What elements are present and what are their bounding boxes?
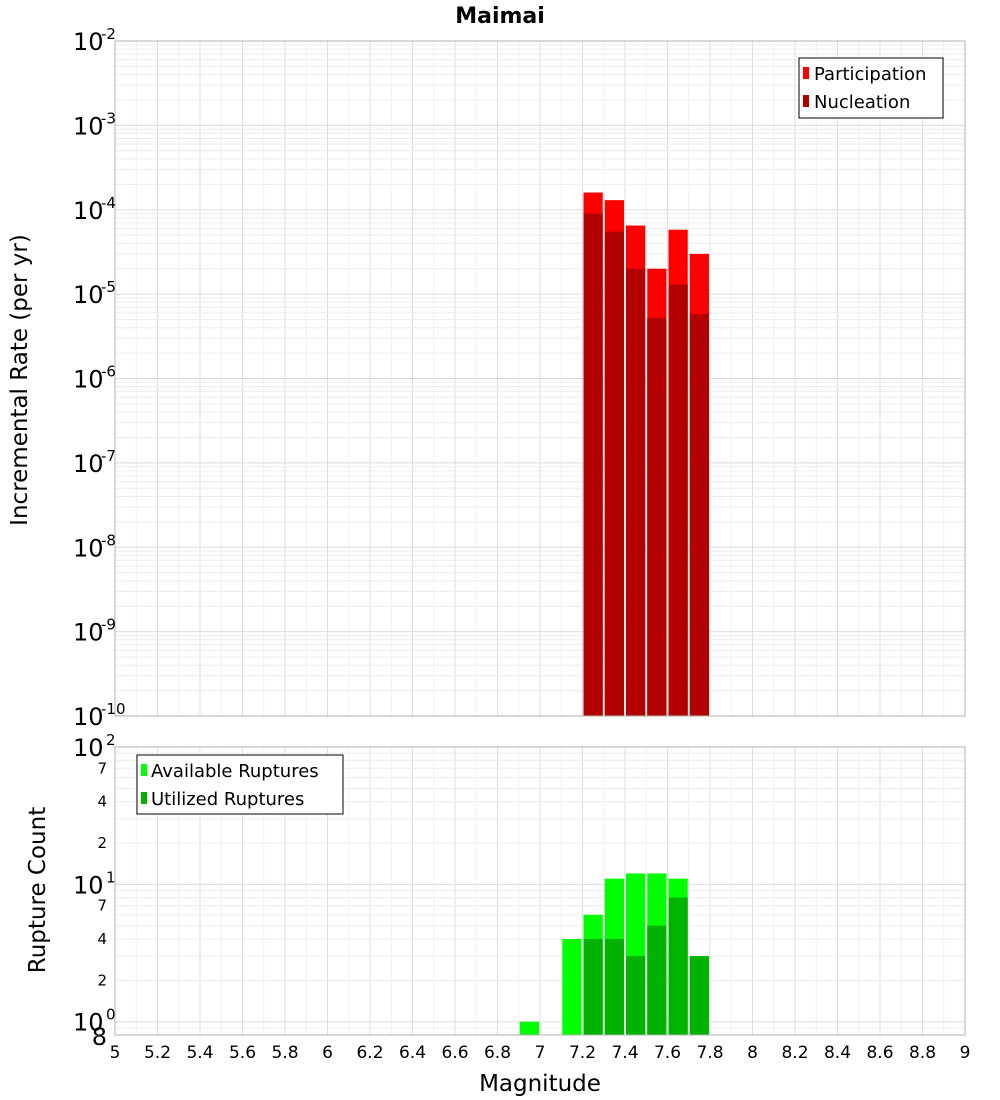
rate-y-tick-exponent: -3 [101, 109, 116, 127]
count-y-minor-tick-label: 4 [97, 930, 107, 948]
x-tick-label: 6 [322, 1043, 333, 1063]
utilized-ruptures-bar [626, 956, 646, 1035]
nucleation-legend-label: Nucleation [814, 92, 910, 113]
count-gridlines [114, 747, 966, 1036]
participation-legend-swatch [803, 67, 809, 79]
x-tick-label: 6.6 [441, 1043, 468, 1063]
rate-y-tick-base: 10 [73, 112, 104, 140]
utilized-ruptures-legend-swatch [141, 792, 147, 804]
x-tick-label: 6.4 [399, 1043, 426, 1063]
count-y-tick-base: 10 [73, 1009, 104, 1037]
count-y-tick-exponent: 1 [106, 868, 116, 886]
utilized-ruptures-bar [668, 897, 688, 1035]
x-tick-label: 7.2 [569, 1043, 596, 1063]
count-legend: Available Ruptures Utilized Ruptures [136, 754, 344, 815]
x-tick-label: 9 [960, 1043, 971, 1063]
utilized-ruptures-legend-label: Utilized Ruptures [151, 789, 304, 810]
nucleation-bar [689, 314, 709, 716]
x-tick-label: 7.8 [696, 1043, 723, 1063]
rate-y-tick-exponent: -4 [101, 194, 116, 212]
rate-bars [583, 192, 709, 717]
x-tick-label: 6.8 [484, 1043, 511, 1063]
x-tick-label: 5.8 [271, 1043, 298, 1063]
rate-y-tick-base: 10 [73, 366, 104, 394]
x-tick-label: 5 [110, 1043, 121, 1063]
x-tick-labels: 5 5.2 5.4 5.6 5.8 6 6.2 6.4 6.6 6.8 7 7.2 7.4 7.6 7.8 8… [110, 1043, 971, 1063]
utilized-ruptures-bar [583, 939, 603, 1035]
nucleation-bar [583, 213, 603, 717]
nucleation-bar [668, 284, 688, 716]
count-y-minor-tick-label: 8 [92, 1023, 107, 1051]
rate-y-tick-base: 10 [73, 450, 104, 478]
rate-y-tick-exponent: -9 [101, 616, 116, 634]
rate-plot-frame [114, 40, 966, 717]
rate-legend: Participation Nucleation [798, 57, 944, 119]
count-y-axis-label: Rupture Count [25, 807, 51, 973]
count-y-tick-base: 10 [73, 734, 104, 762]
count-y-tick-exponent: 0 [106, 1006, 116, 1024]
count-plot-frame [114, 746, 966, 1036]
x-tick-label: 8.8 [909, 1043, 936, 1063]
utilized-ruptures-bar [689, 956, 709, 1035]
rate-y-tick-base: 10 [73, 534, 104, 562]
count-legend-box [136, 754, 344, 815]
x-tick-label: 6.2 [356, 1043, 383, 1063]
count-y-minor-tick-label: 2 [97, 971, 107, 989]
rate-y-tick-exponent: -8 [101, 531, 116, 549]
nucleation-bar [626, 268, 646, 716]
rate-y-tick-exponent: -10 [101, 700, 126, 718]
utilized-ruptures-bar [604, 939, 624, 1035]
rate-y-tick-exponent: -5 [101, 278, 116, 296]
rate-y-axis-label: Incremental Rate (per yr) [7, 234, 33, 526]
count-y-tick-base: 10 [73, 871, 104, 899]
rate-legend-box [798, 57, 944, 119]
x-tick-label: 7.4 [611, 1043, 638, 1063]
count-y-minor-tick-label: 4 [97, 793, 107, 811]
count-bars [519, 873, 709, 1035]
x-tick-label: 7.6 [654, 1043, 681, 1063]
count-y-tick-exponent: 2 [106, 731, 116, 749]
nucleation-bar [647, 318, 667, 716]
available-ruptures-bar [562, 939, 582, 1035]
count-y-minor-tick-label: 2 [97, 834, 107, 852]
x-tick-label: 5.4 [186, 1043, 213, 1063]
count-y-minor-tick-label: 7 [97, 897, 107, 915]
x-tick-label: 8.4 [824, 1043, 851, 1063]
rate-y-tick-base: 10 [73, 281, 104, 309]
x-tick-label: 8.2 [781, 1043, 808, 1063]
utilized-ruptures-bar [647, 925, 667, 1035]
x-tick-label: 7 [535, 1043, 546, 1063]
rate-y-tick-exponent: -7 [101, 447, 116, 465]
count-y-minor-tick-label: 7 [97, 759, 107, 777]
rate-y-tick-base: 10 [73, 197, 104, 225]
rate-y-tick-base: 10 [73, 703, 104, 731]
rate-y-tick-base: 10 [73, 28, 104, 56]
x-tick-label: 5.6 [229, 1043, 256, 1063]
nucleation-legend-swatch [803, 95, 809, 107]
rate-y-tick-base: 10 [73, 619, 104, 647]
rate-gridlines [114, 41, 966, 717]
available-ruptures-legend-label: Available Ruptures [151, 761, 319, 782]
available-ruptures-legend-swatch [141, 764, 147, 776]
x-tick-label: 8.6 [866, 1043, 893, 1063]
participation-legend-label: Participation [814, 64, 926, 85]
available-ruptures-bar [519, 1021, 539, 1035]
x-tick-label: 8 [747, 1043, 758, 1063]
rate-y-tick-exponent: -2 [101, 25, 116, 43]
rate-y-tick-exponent: -6 [101, 363, 116, 381]
nucleation-bar [604, 231, 624, 716]
x-tick-label: 5.2 [144, 1043, 171, 1063]
x-axis-label: Magnitude [479, 1071, 601, 1097]
chart-title: Maimai [455, 4, 545, 29]
